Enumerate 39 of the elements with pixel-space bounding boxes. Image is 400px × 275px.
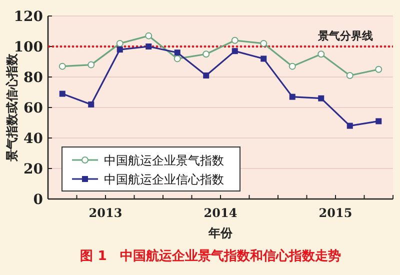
point — [376, 118, 382, 124]
point — [260, 56, 267, 62]
legend-label: 中国航运企业景气指数 — [104, 154, 224, 168]
y-tick-label: 0 — [33, 192, 44, 208]
text: 图 1 中国航运企业景气指数和信心指数走势 — [80, 248, 341, 264]
point — [375, 66, 382, 73]
x-tick-label: 2013 — [88, 206, 122, 220]
y-tick-label: 20 — [24, 162, 44, 178]
point — [146, 44, 152, 50]
point — [116, 40, 124, 47]
point — [88, 61, 95, 68]
point — [232, 48, 238, 54]
y-tick-label: 120 — [14, 9, 44, 25]
x-axis-title: 年份 — [208, 226, 234, 240]
point — [59, 90, 66, 97]
point — [346, 122, 353, 129]
legend-label: 中国航运企业信心指数 — [104, 172, 224, 186]
y-tick-label: 80 — [24, 70, 44, 86]
y-tick-label: 60 — [24, 100, 44, 116]
point — [174, 55, 181, 62]
point — [288, 62, 296, 70]
point — [145, 32, 152, 40]
point — [289, 94, 296, 100]
point — [318, 50, 325, 58]
point — [58, 62, 66, 70]
point — [318, 95, 324, 102]
x-tick-label: 2014 — [204, 206, 238, 220]
point — [116, 46, 123, 53]
point — [203, 72, 210, 78]
point — [231, 36, 238, 44]
y-tick-label: 40 — [24, 131, 44, 147]
ref-line-label: 景气分界线 — [317, 30, 373, 42]
point — [260, 40, 268, 47]
x-tick-label: 2015 — [318, 206, 352, 220]
point — [202, 50, 210, 58]
point — [88, 101, 94, 108]
point — [346, 72, 354, 79]
y-axis-title: 景气指数或信心指数 — [5, 52, 19, 162]
point — [174, 50, 180, 56]
